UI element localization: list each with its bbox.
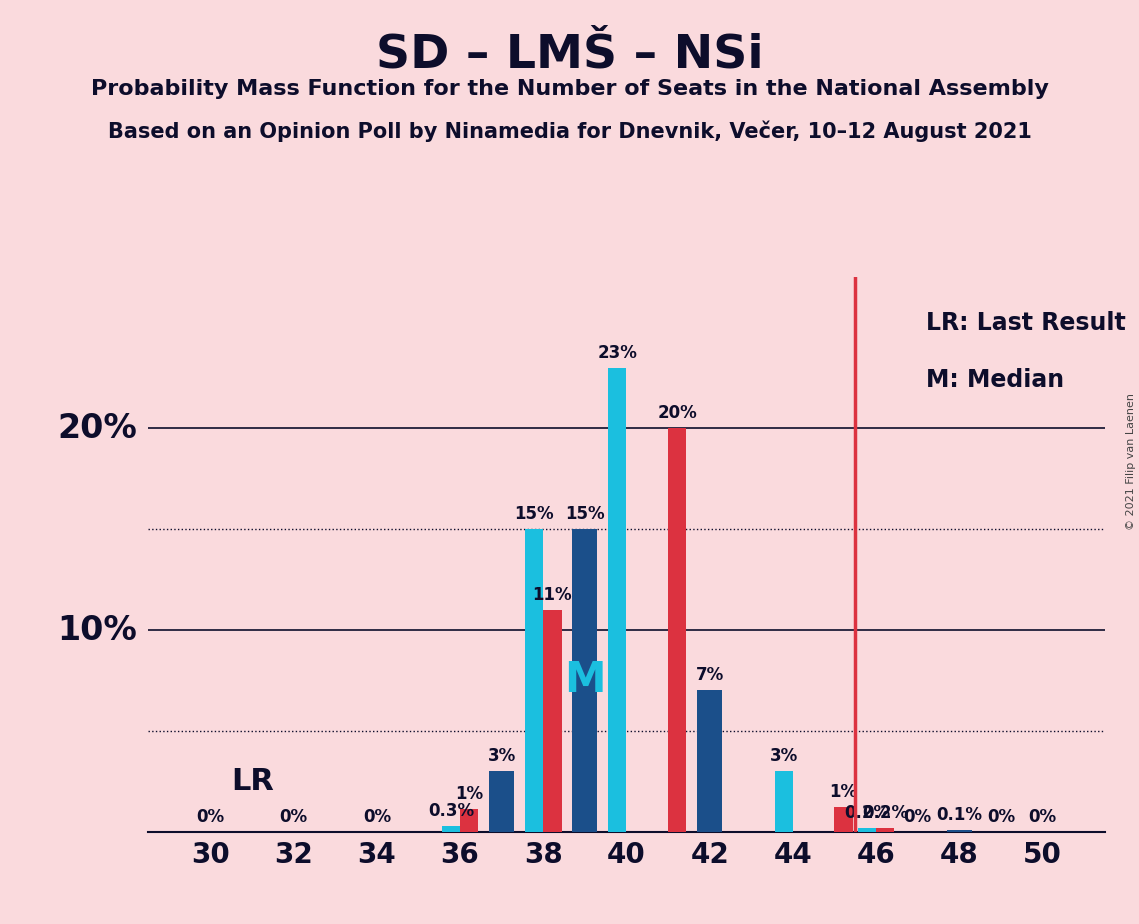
Text: LR: LR: [231, 767, 274, 796]
Bar: [697, 690, 722, 832]
Text: 3%: 3%: [770, 748, 797, 765]
Bar: [489, 772, 514, 832]
Bar: [775, 772, 793, 832]
Text: 15%: 15%: [515, 505, 554, 523]
Text: 0.1%: 0.1%: [936, 806, 982, 823]
Bar: [460, 809, 478, 832]
Text: 20%: 20%: [657, 405, 697, 422]
Bar: [573, 529, 597, 832]
Bar: [525, 529, 543, 832]
Text: 11%: 11%: [533, 586, 572, 603]
Text: 7%: 7%: [696, 666, 723, 685]
Text: M: Median: M: Median: [926, 368, 1064, 392]
Bar: [876, 828, 894, 832]
Text: 1%: 1%: [456, 785, 483, 803]
Bar: [543, 610, 562, 832]
Bar: [835, 808, 853, 832]
Bar: [669, 429, 687, 832]
Text: LR: Last Result: LR: Last Result: [926, 311, 1125, 335]
Text: 0%: 0%: [1029, 808, 1057, 825]
Text: 20%: 20%: [57, 412, 137, 444]
Text: 0%: 0%: [363, 808, 391, 825]
Text: 0%: 0%: [986, 808, 1015, 825]
Bar: [442, 825, 460, 832]
Text: 3%: 3%: [487, 748, 516, 765]
Text: 1%: 1%: [829, 784, 858, 801]
Text: 0.2%: 0.2%: [862, 804, 908, 821]
Bar: [858, 828, 876, 832]
Text: 0%: 0%: [279, 808, 308, 825]
Text: Based on an Opinion Poll by Ninamedia for Dnevnik, Večer, 10–12 August 2021: Based on an Opinion Poll by Ninamedia fo…: [107, 120, 1032, 141]
Text: M: M: [564, 660, 606, 701]
Text: SD – LMŠ – NSi: SD – LMŠ – NSi: [376, 32, 763, 78]
Text: 15%: 15%: [565, 505, 605, 523]
Text: Probability Mass Function for the Number of Seats in the National Assembly: Probability Mass Function for the Number…: [91, 79, 1048, 99]
Text: © 2021 Filip van Laenen: © 2021 Filip van Laenen: [1126, 394, 1136, 530]
Text: 0.3%: 0.3%: [428, 801, 474, 820]
Text: 0.2%: 0.2%: [844, 804, 890, 821]
Text: 0%: 0%: [903, 808, 932, 825]
Text: 23%: 23%: [597, 344, 637, 362]
Text: 10%: 10%: [57, 614, 137, 647]
Text: 0%: 0%: [196, 808, 224, 825]
Bar: [947, 830, 972, 832]
Bar: [608, 368, 626, 832]
